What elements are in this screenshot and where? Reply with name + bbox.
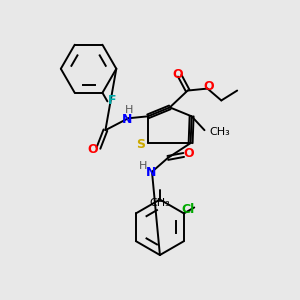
Text: H: H bbox=[125, 105, 134, 116]
Text: N: N bbox=[146, 166, 156, 179]
Text: O: O bbox=[87, 142, 98, 155]
Text: CH₃: CH₃ bbox=[149, 198, 170, 208]
Text: O: O bbox=[172, 68, 183, 81]
Text: O: O bbox=[183, 148, 194, 160]
Text: F: F bbox=[108, 94, 117, 107]
Text: N: N bbox=[122, 113, 132, 126]
Text: S: S bbox=[136, 138, 146, 151]
Text: H: H bbox=[139, 161, 147, 171]
Text: Cl: Cl bbox=[182, 203, 195, 216]
Text: CH₃: CH₃ bbox=[209, 127, 230, 137]
Text: O: O bbox=[203, 80, 214, 93]
